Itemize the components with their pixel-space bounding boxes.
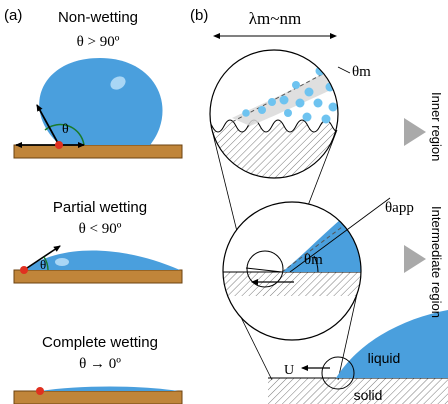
partial-highlight	[55, 258, 69, 266]
panel-b-label: (b)	[190, 7, 208, 24]
macro-scene: U liquid solid	[268, 310, 448, 404]
complete-film	[40, 386, 178, 391]
partial-angle-label: θ	[40, 257, 46, 272]
theta-app-label: θapp	[385, 200, 414, 216]
nonwetting-condition: θ > 90º	[77, 34, 120, 50]
macro-liquid	[336, 310, 448, 378]
nonwetting-angle-label: θ	[62, 122, 69, 137]
intermediate-zoom-circle	[222, 197, 391, 341]
nonwetting-contact-point	[55, 141, 63, 149]
liquid-label: liquid	[368, 350, 401, 366]
nonwetting-title: Non-wetting	[58, 9, 138, 26]
nonwetting-droplet	[39, 58, 163, 145]
partial-scene: Partial wetting θ < 90º θ	[13, 199, 183, 284]
macro-zoom-marker	[321, 356, 355, 390]
nonwetting-highlight	[110, 76, 126, 90]
theta-m-mid-label: θm	[304, 252, 323, 268]
scale-label: λm~nm	[249, 9, 301, 28]
partial-contact-point	[20, 266, 28, 274]
complete-contact-point	[36, 387, 44, 395]
nonwetting-substrate	[13, 144, 183, 159]
apparent-tangent	[289, 197, 391, 273]
partial-arrow-tangent	[23, 245, 61, 271]
mid-solid	[223, 272, 361, 296]
macro-solid	[268, 378, 448, 404]
molecules	[242, 66, 338, 124]
partial-angle-arc	[43, 256, 49, 271]
mid-inner-marker	[246, 250, 284, 288]
partial-title: Partial wetting	[53, 199, 147, 216]
intermediate-region-arrow	[404, 245, 426, 273]
nonwetting-scene: Non-wetting θ > 90º θ	[13, 9, 183, 159]
panel-a-label: (a)	[4, 7, 22, 24]
velocity-label: U	[284, 363, 294, 378]
partial-condition: θ < 90º	[79, 221, 122, 237]
complete-condition: θ → 0º	[79, 356, 121, 372]
inner-region-label: Inner region	[429, 92, 444, 161]
theta-m-mid-arc	[313, 255, 319, 273]
complete-scene: Complete wetting θ → 0º	[13, 334, 183, 404]
complete-title: Complete wetting	[42, 334, 158, 351]
mid-tangent-line	[281, 211, 361, 273]
theta-m-inner-leader	[337, 66, 351, 74]
intermediate-region-label: Intermediate region	[429, 206, 444, 318]
panel-b: (b) λm~nm	[190, 7, 448, 404]
panel-a: (a) Non-wetting θ > 90º θ Partial wettin…	[4, 7, 183, 404]
inner-region-arrow	[404, 118, 426, 146]
nonwetting-arrow-tangent	[36, 104, 60, 146]
solid-label: solid	[354, 387, 383, 403]
theta-m-inner-label: θm	[352, 64, 371, 80]
